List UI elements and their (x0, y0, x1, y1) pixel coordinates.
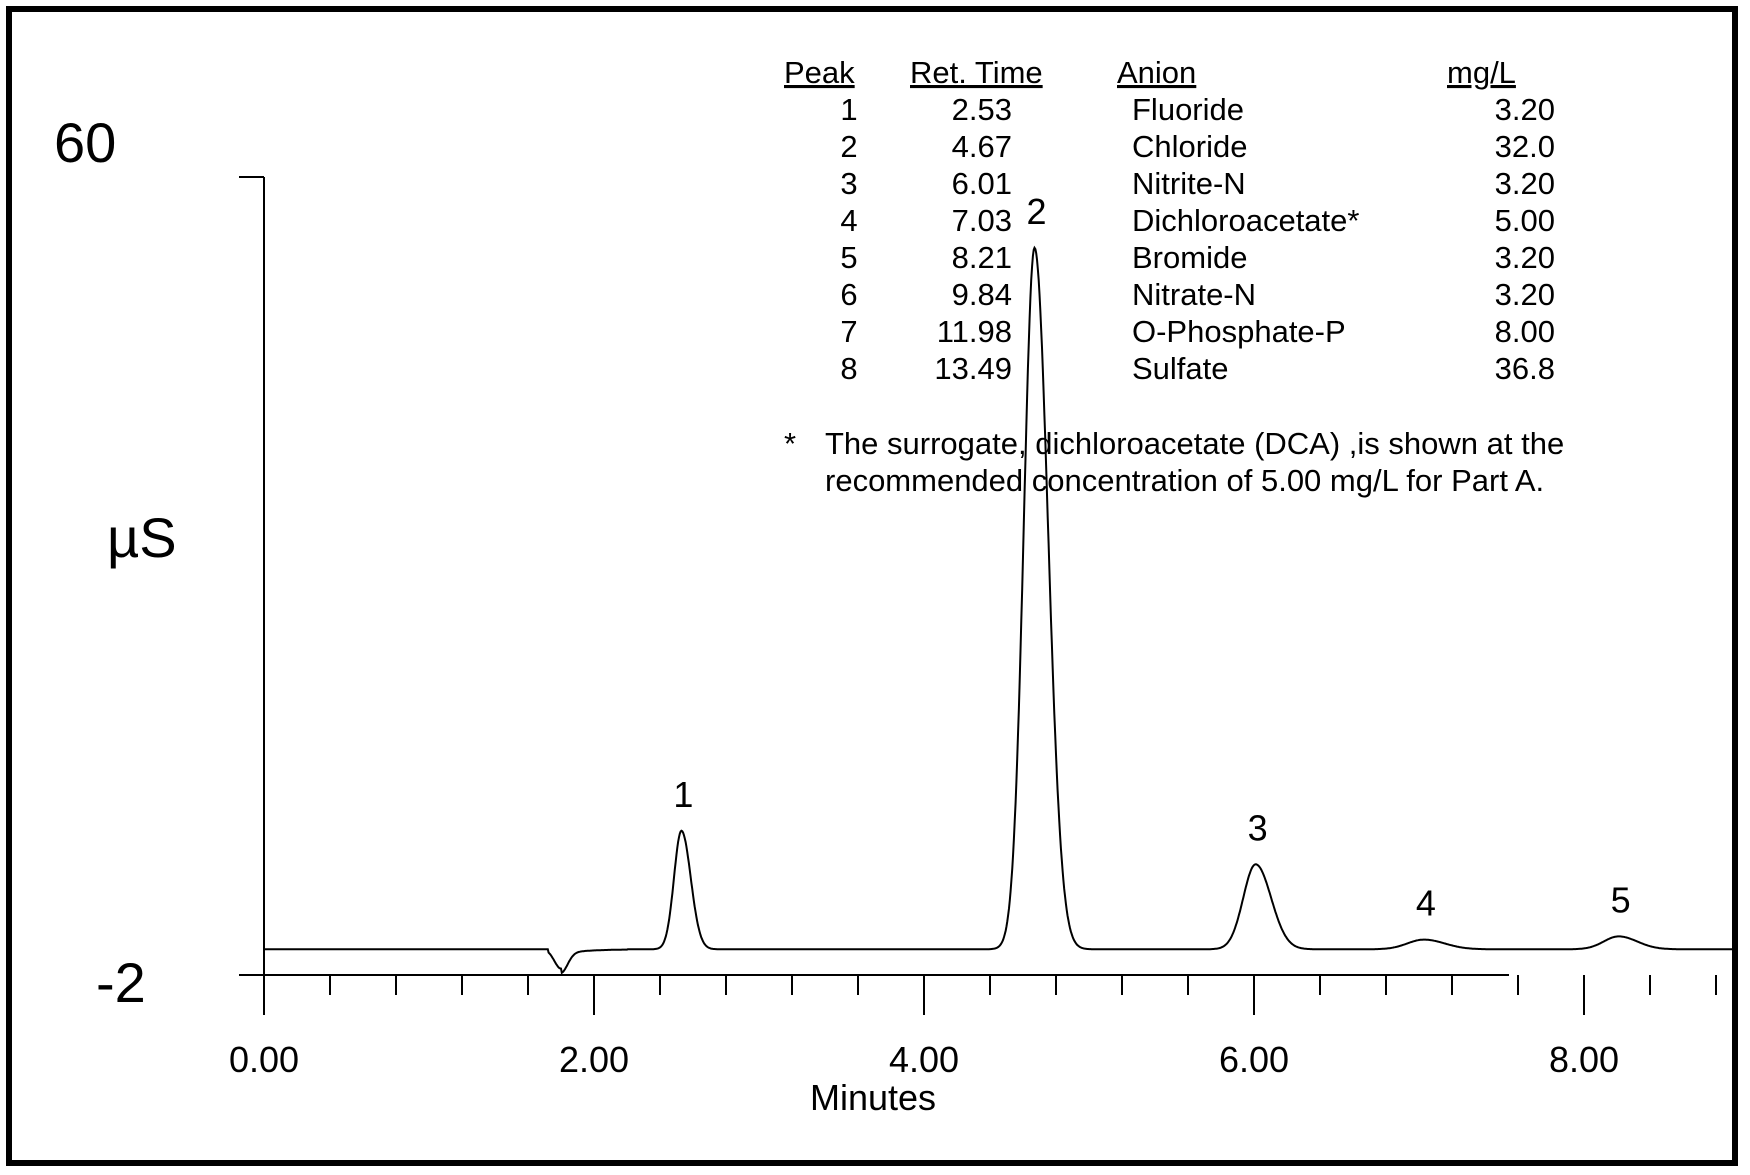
axes (239, 176, 1717, 1015)
y-max-label: 60 (54, 111, 116, 174)
footnote-line-2: recommended concentration of 5.00 mg/L f… (825, 463, 1544, 498)
x-tick-label: 2.00 (559, 1039, 629, 1080)
table-cell: 3.20 (1495, 240, 1555, 275)
table-rows: 1 2.53 Fluoride 3.20 2 4.67 Chloride 32.0 3 6.01 N… (840, 92, 1555, 386)
table-cell: 3 (840, 166, 857, 201)
table-cell: 8.21 (952, 240, 1012, 275)
chromatogram-trace (264, 245, 1732, 975)
table-header-ret-time: Ret. Time (910, 55, 1043, 90)
table-cell: 7.03 (952, 203, 1012, 238)
peak-label-2: 2 (1027, 191, 1047, 232)
table-cell: 13.49 (934, 351, 1012, 386)
table-cell: O-Phosphate-P (1132, 314, 1346, 349)
table-cell: 6 (840, 277, 857, 312)
footnote-line-1: The surrogate, dichloroacetate (DCA) ,is… (825, 426, 1564, 461)
peak-label-1: 1 (673, 774, 693, 815)
table-cell: 3.20 (1495, 277, 1555, 312)
table-cell: 3.20 (1495, 166, 1555, 201)
footnote: * The surrogate, dichloroacetate (DCA) ,… (784, 426, 1564, 498)
table-cell: Fluoride (1132, 92, 1244, 127)
table-cell: 1 (840, 92, 857, 127)
x-tick-label: 8.00 (1549, 1039, 1619, 1080)
y-min-label: -2 (96, 951, 146, 1014)
chart-frame: 60 -2 µS 0.002.004.006.008.0010.0012.001… (6, 6, 1738, 1166)
table-cell: Sulfate (1132, 351, 1229, 386)
x-tick-label: 4.00 (889, 1039, 959, 1080)
table-cell: Chloride (1132, 129, 1247, 164)
table-cell: 4.67 (952, 129, 1012, 164)
footnote-marker: * (784, 426, 796, 461)
table-cell: 5.00 (1495, 203, 1555, 238)
chromatogram-chart: 60 -2 µS 0.002.004.006.008.0010.0012.001… (54, 55, 1732, 1118)
peak-label-3: 3 (1248, 807, 1268, 848)
table-cell: 8 (840, 351, 857, 386)
peak-labels: 12345678 (673, 191, 1631, 924)
table-cell: 8.00 (1495, 314, 1555, 349)
y-axis-title: µS (107, 506, 177, 569)
table-cell: 5 (840, 240, 857, 275)
x-tick-label: 0.00 (229, 1039, 299, 1080)
table-cell: Dichloroacetate* (1132, 203, 1359, 238)
peak-label-4: 4 (1416, 883, 1436, 924)
table-cell: 11.98 (937, 314, 1012, 349)
peak-table: Peak Ret. Time Anion mg/L 1 2.53 Fluoride 3… (784, 55, 1555, 386)
table-cell: 36.8 (1495, 351, 1555, 386)
table-cell: Bromide (1132, 240, 1247, 275)
table-cell: 4 (840, 203, 857, 238)
x-axis-title: Minutes (810, 1077, 936, 1118)
table-cell: Nitrite-N (1132, 166, 1246, 201)
table-cell: 32.0 (1495, 129, 1555, 164)
peak-label-5: 5 (1611, 879, 1631, 920)
table-cell: 7 (840, 314, 857, 349)
table-cell: 9.84 (952, 277, 1012, 312)
x-ticks (263, 975, 1717, 1015)
table-header-mgl: mg/L (1447, 55, 1516, 90)
x-tick-labels: 0.002.004.006.008.0010.0012.0014.00 (229, 1039, 1619, 1080)
table-cell: Nitrate-N (1132, 277, 1256, 312)
table-cell: 2 (840, 129, 857, 164)
table-cell: 3.20 (1495, 92, 1555, 127)
x-tick-label: 6.00 (1219, 1039, 1289, 1080)
table-header-peak: Peak (784, 55, 855, 90)
table-cell: 6.01 (952, 166, 1012, 201)
table-cell: 2.53 (952, 92, 1012, 127)
table-header-anion: Anion (1117, 55, 1196, 90)
